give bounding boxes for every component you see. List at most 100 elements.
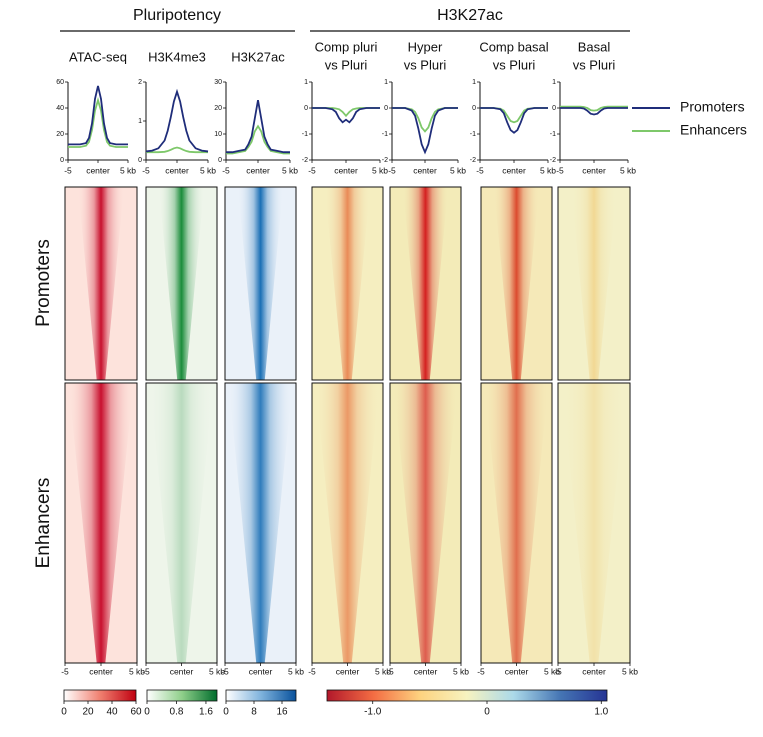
profile-line: [480, 107, 548, 124]
panel-title: vs Pluri: [404, 57, 447, 72]
colorbar-tick-label: -1.0: [364, 707, 382, 718]
profile-line: [560, 105, 628, 112]
heatmap-frame: [64, 186, 138, 381]
colorbar: [225, 689, 297, 702]
y-tick-label: 0: [552, 105, 556, 112]
heatmap-signal: [68, 383, 134, 663]
x-tick-label: 5 kb: [620, 165, 636, 175]
x-tick-label: -5: [222, 165, 230, 175]
x-tick-label: 5 kb: [200, 165, 216, 175]
heatmap-x-tick-label: center: [89, 666, 113, 676]
x-tick-label: -5: [476, 165, 484, 175]
legend-label: Enhancers: [680, 122, 747, 138]
y-tick-label: 1: [472, 79, 476, 86]
legend-label: Promoters: [680, 99, 745, 115]
x-tick-label: center: [165, 165, 189, 175]
colorbar-tick-label: 0: [484, 707, 490, 718]
panel-title: H3K27ac: [231, 49, 285, 64]
y-tick-label: -2: [470, 157, 476, 164]
x-tick-label: center: [86, 165, 110, 175]
heatmap-x-tick-label: 5 kb: [375, 666, 391, 676]
colorbar: [63, 689, 137, 702]
panel-title: ATAC-seq: [69, 49, 127, 64]
heatmap-frame: [480, 382, 553, 664]
x-tick-label: center: [334, 165, 358, 175]
x-tick-label: 5 kb: [540, 165, 556, 175]
profile-line: [312, 107, 380, 118]
colorbar-tick-label: 60: [130, 707, 142, 718]
profile-line: [146, 146, 208, 154]
panel-title: vs Pluri: [573, 57, 616, 72]
y-tick-label: 0: [384, 105, 388, 112]
heatmap-frame: [145, 382, 218, 664]
y-tick-label: 30: [214, 79, 222, 86]
x-tick-label: 5 kb: [282, 165, 298, 175]
y-tick-label: -2: [302, 157, 308, 164]
heatmap-signal: [158, 187, 205, 380]
profile-line: [226, 100, 290, 154]
x-tick-label: -5: [556, 165, 564, 175]
panel-title: Comp basal: [479, 39, 548, 54]
colorbar-tick-label: 1.6: [199, 707, 213, 718]
y-tick-label: 0: [304, 105, 308, 112]
y-tick-label: 60: [56, 79, 64, 86]
x-tick-label: -5: [64, 165, 72, 175]
heatmap-signal: [315, 383, 380, 663]
x-tick-label: center: [582, 165, 606, 175]
colorbar-tick-label: 1.0: [594, 707, 608, 718]
colorbar: [146, 689, 218, 702]
heatmap-x-tick-label: center: [170, 666, 194, 676]
panel-title: vs Pluri: [325, 57, 368, 72]
heatmap-x-tick-label: center: [505, 666, 529, 676]
heatmap-frame: [224, 382, 297, 664]
colorbar-tick-label: 20: [82, 707, 94, 718]
x-tick-label: center: [413, 165, 437, 175]
heatmap-signal: [77, 187, 125, 380]
colorbar-tick-label: 8: [251, 707, 257, 718]
y-tick-label: 0: [472, 105, 476, 112]
heatmap-x-tick-label: center: [249, 666, 273, 676]
y-tick-label: -1: [470, 131, 476, 138]
heatmap-x-tick-label: center: [336, 666, 360, 676]
y-tick-label: 20: [56, 131, 64, 138]
y-tick-label: 1: [304, 79, 308, 86]
row-label: Promoters: [33, 239, 54, 327]
profile-line: [392, 107, 458, 155]
profile-line: [68, 96, 128, 148]
panel-title: H3K4me3: [148, 49, 206, 64]
heatmap-x-tick-label: -5: [221, 666, 229, 676]
heatmap-frame: [145, 186, 218, 381]
x-tick-label: 5 kb: [450, 165, 466, 175]
panel-title: Hyper: [408, 39, 443, 54]
heatmap-x-tick-label: 5 kb: [622, 666, 638, 676]
heatmap-x-tick-label: 5 kb: [129, 666, 145, 676]
heatmap-frame: [557, 382, 631, 664]
heatmap-signal: [402, 187, 449, 380]
heatmap-signal: [484, 383, 549, 663]
heatmap-x-tick-label: 5 kb: [544, 666, 560, 676]
y-tick-label: 20: [214, 105, 222, 112]
colorbar-tick-label: 0: [61, 707, 67, 718]
heatmap-frame: [389, 186, 462, 381]
heatmap-frame: [557, 186, 631, 381]
colorbar-tick-label: 0.8: [170, 707, 184, 718]
profile-line: [312, 107, 380, 124]
heatmap-x-tick-label: center: [414, 666, 438, 676]
heatmap-x-tick-label: 5 kb: [288, 666, 304, 676]
heatmap-x-tick-label: center: [582, 666, 606, 676]
heatmap-frame: [311, 382, 384, 664]
heatmap-frame: [224, 186, 297, 381]
y-tick-label: -2: [550, 157, 556, 164]
heatmap-signal: [149, 383, 214, 663]
heatmap-x-tick-label: -5: [61, 666, 69, 676]
profile-line: [226, 124, 290, 155]
colorbar-tick-label: 0: [144, 707, 150, 718]
heatmap-signal: [561, 383, 627, 663]
heatmap-frame: [64, 382, 138, 664]
heatmap-frame: [389, 382, 462, 664]
heatmap-frame: [311, 186, 384, 381]
y-tick-label: 1: [552, 79, 556, 86]
heatmap-x-tick-label: -5: [477, 666, 485, 676]
heatmap-signal: [393, 383, 458, 663]
